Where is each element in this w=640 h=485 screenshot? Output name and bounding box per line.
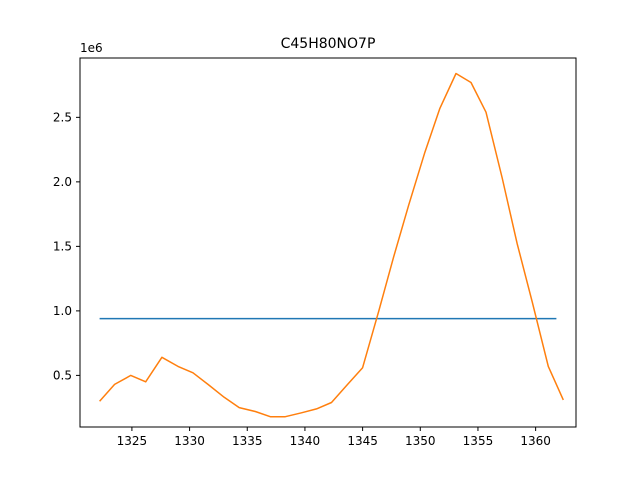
y-tick-label: 0.5 (53, 368, 72, 382)
y-tick-label: 1.5 (53, 239, 72, 253)
y-tick-label: 1.0 (53, 304, 72, 318)
x-tick-label: 1325 (117, 434, 148, 448)
plot-frame (79, 57, 577, 428)
series-layer (99, 72, 564, 418)
chart-title: C45H80NO7P (281, 36, 376, 52)
y-offset-label: 1e6 (80, 41, 103, 55)
x-tick-label: 1350 (405, 434, 436, 448)
y-axis-ticks: 0.5 1.0 1.5 2.0 2.5 (53, 110, 80, 382)
x-tick-label: 1345 (347, 434, 378, 448)
x-tick-label: 1340 (290, 434, 321, 448)
x-tick-label: 1355 (463, 434, 494, 448)
y-tick-label: 2.5 (53, 110, 72, 124)
x-tick-label: 1335 (232, 434, 263, 448)
series-line-2 (99, 72, 564, 418)
y-tick-label: 2.0 (53, 175, 72, 189)
x-tick-label: 1330 (174, 434, 205, 448)
x-tick-label: 1360 (520, 434, 551, 448)
x-axis-ticks: 1325 1330 1335 1340 1345 1350 1355 1360 (117, 427, 551, 448)
